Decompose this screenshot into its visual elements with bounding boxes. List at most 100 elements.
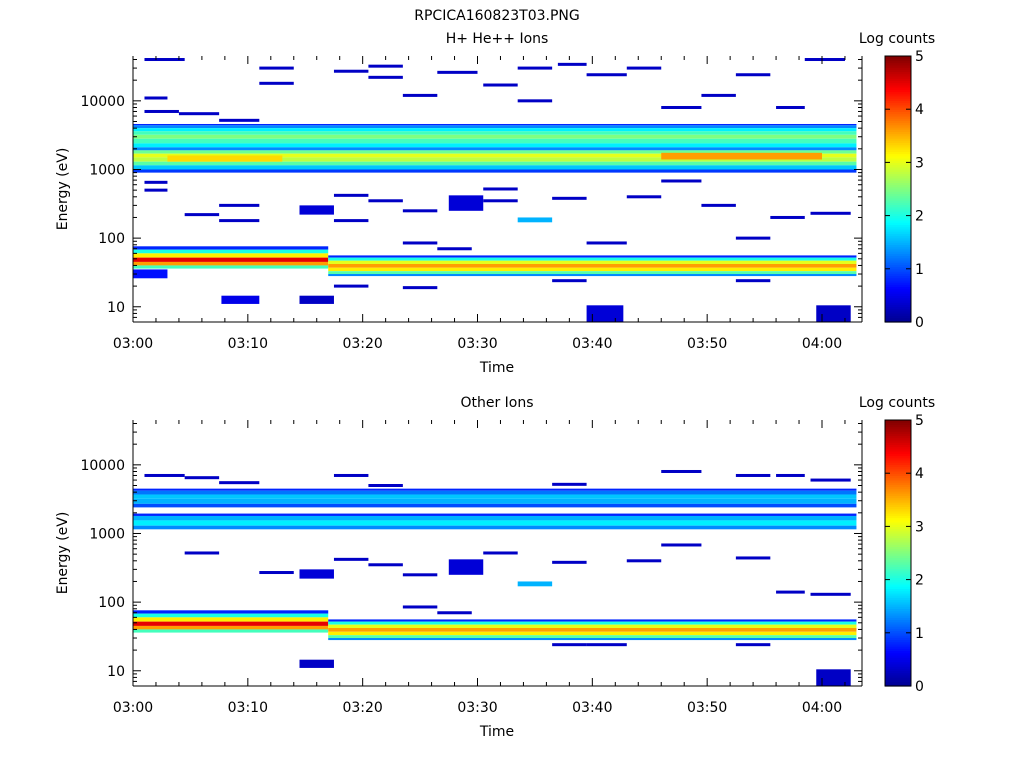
colorbar-tick-label: 2 bbox=[915, 209, 924, 225]
colorbar-cell bbox=[885, 155, 911, 159]
colorbar-cell bbox=[885, 515, 911, 519]
colorbar-cell bbox=[885, 526, 911, 530]
heatmap-cell bbox=[178, 112, 220, 116]
colorbar-cell bbox=[885, 661, 911, 665]
colorbar-label: Log counts bbox=[859, 31, 935, 47]
colorbar-cell bbox=[885, 228, 911, 232]
heatmap-cell bbox=[133, 165, 857, 170]
colorbar-cell bbox=[885, 528, 911, 532]
heatmap-cell bbox=[586, 73, 627, 77]
colorbar-cell bbox=[885, 530, 911, 534]
colorbar-cell bbox=[885, 171, 911, 175]
heatmap-cell bbox=[328, 635, 857, 639]
colorbar-cell bbox=[885, 621, 911, 625]
y-tick-label: 100 bbox=[98, 231, 125, 247]
heatmap-cell bbox=[661, 105, 702, 109]
colorbar-cell bbox=[885, 615, 911, 618]
colorbar-cell bbox=[885, 519, 911, 523]
colorbar-cell bbox=[885, 548, 911, 552]
colorbar-cell bbox=[885, 533, 911, 536]
y-tick-label: 1000 bbox=[89, 162, 125, 178]
colorbar-cell bbox=[885, 239, 911, 243]
colorbar-cell bbox=[885, 679, 911, 683]
colorbar-cell bbox=[885, 502, 911, 505]
heatmap-cell bbox=[552, 560, 587, 564]
heatmap-cell bbox=[483, 83, 518, 87]
heatmap-cell bbox=[804, 58, 845, 62]
colorbar-cell bbox=[885, 271, 911, 274]
colorbar-cell bbox=[885, 521, 911, 525]
colorbar-cell bbox=[885, 420, 911, 423]
colorbar-cell bbox=[885, 553, 911, 556]
colorbar-cell bbox=[885, 162, 911, 166]
heatmap-cell bbox=[259, 66, 294, 70]
colorbar-cell bbox=[885, 175, 911, 179]
x-tick-label: 03:20 bbox=[342, 336, 382, 352]
heatmap-cell bbox=[133, 131, 857, 135]
heatmap-cell bbox=[701, 93, 736, 97]
colorbar-cell bbox=[885, 299, 911, 303]
colorbar-cell bbox=[885, 479, 911, 483]
heatmap-cell bbox=[328, 624, 857, 628]
heatmap-cell bbox=[661, 152, 822, 160]
colorbar-cell bbox=[885, 142, 911, 146]
colorbar-cell bbox=[885, 204, 911, 208]
colorbar-cell bbox=[885, 422, 911, 426]
heatmap-cell bbox=[661, 543, 702, 547]
colorbar-cell bbox=[885, 683, 911, 687]
colorbar-cell bbox=[885, 195, 911, 199]
heatmap-cell bbox=[299, 295, 334, 304]
colorbar-cell bbox=[885, 89, 911, 93]
colorbar-tick-label: 3 bbox=[915, 519, 924, 535]
heatmap-cell bbox=[133, 249, 329, 254]
colorbar-cell bbox=[885, 437, 911, 441]
colorbar-cell bbox=[885, 319, 911, 323]
heatmap-cell bbox=[402, 286, 438, 290]
heatmap-cell bbox=[133, 488, 857, 491]
heatmap-cell bbox=[552, 279, 587, 283]
heatmap-cell bbox=[184, 476, 220, 480]
colorbar-cell bbox=[885, 126, 911, 130]
heatmap-cell bbox=[402, 209, 438, 213]
colorbar-tick-label: 0 bbox=[915, 315, 924, 331]
colorbar-cell bbox=[885, 444, 911, 448]
heatmap-cell bbox=[133, 621, 329, 626]
colorbar-cell bbox=[885, 506, 911, 510]
colorbar-cell bbox=[885, 504, 911, 508]
colorbar-cell bbox=[885, 184, 911, 188]
heatmap-cell bbox=[184, 213, 220, 217]
colorbar-tick-label: 2 bbox=[915, 573, 924, 589]
colorbar-cell bbox=[885, 157, 911, 161]
colorbar-cell bbox=[885, 133, 911, 137]
colorbar-cell bbox=[885, 82, 911, 86]
colorbar-cell bbox=[885, 592, 911, 596]
colorbar-cell bbox=[885, 575, 911, 578]
colorbar-cell bbox=[885, 257, 911, 261]
heatmap-cell bbox=[448, 559, 484, 575]
heatmap-cell bbox=[184, 551, 220, 555]
heatmap-cell bbox=[735, 279, 771, 283]
colorbar-cell bbox=[885, 597, 911, 601]
colorbar-cell bbox=[885, 566, 911, 570]
colorbar-cell bbox=[885, 564, 911, 567]
colorbar-cell bbox=[885, 104, 911, 108]
colorbar-cell bbox=[885, 470, 911, 474]
heatmap-cell bbox=[144, 58, 185, 62]
colorbar-cell bbox=[885, 457, 911, 461]
colorbar-cell bbox=[885, 659, 911, 663]
colorbar-cell bbox=[885, 579, 911, 583]
heatmap-cell bbox=[133, 169, 857, 173]
colorbar-cell bbox=[885, 91, 911, 95]
colorbar-cell bbox=[885, 488, 911, 492]
heatmap-cell bbox=[219, 118, 260, 122]
heatmap-cell bbox=[333, 219, 369, 223]
heatmap-cell bbox=[133, 613, 329, 618]
colorbar-cell bbox=[885, 557, 911, 561]
heatmap-cell bbox=[299, 205, 334, 215]
heatmap-cell bbox=[167, 155, 283, 162]
colorbar-cell bbox=[885, 610, 911, 614]
colorbar-cell bbox=[885, 590, 911, 594]
colorbar-cell bbox=[885, 67, 911, 70]
colorbar-cell bbox=[885, 56, 911, 59]
colorbar-tick-label: 5 bbox=[915, 49, 924, 65]
